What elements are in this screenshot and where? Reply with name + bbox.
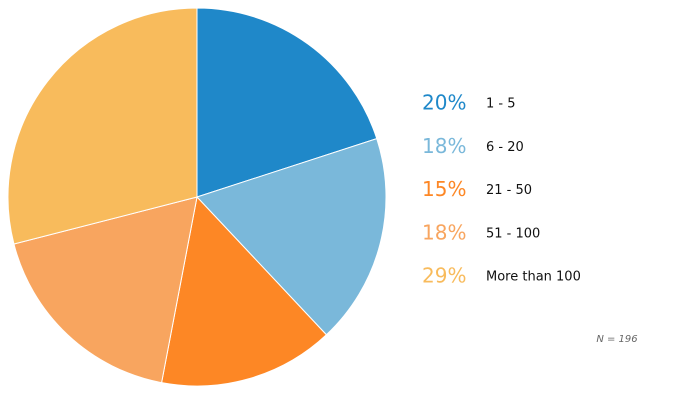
pie-slice xyxy=(161,195,328,387)
legend-value: 18% xyxy=(422,134,466,158)
legend-value: 15% xyxy=(422,177,466,201)
pie-slice xyxy=(13,196,198,384)
pie-slice xyxy=(196,7,378,198)
pie-slice xyxy=(7,7,198,245)
legend-value: 29% xyxy=(422,264,466,288)
legend-value: 20% xyxy=(422,91,466,115)
legend-label: 51 - 100 xyxy=(486,226,540,241)
legend-label: 1 - 5 xyxy=(486,97,516,112)
legend-value: 18% xyxy=(422,220,466,244)
legend-label: 6 - 20 xyxy=(486,140,524,155)
pie-slice xyxy=(196,137,387,336)
legend-label: 21 - 50 xyxy=(486,183,532,198)
legend-label: More than 100 xyxy=(486,270,581,285)
note: N = 196 xyxy=(596,334,637,345)
